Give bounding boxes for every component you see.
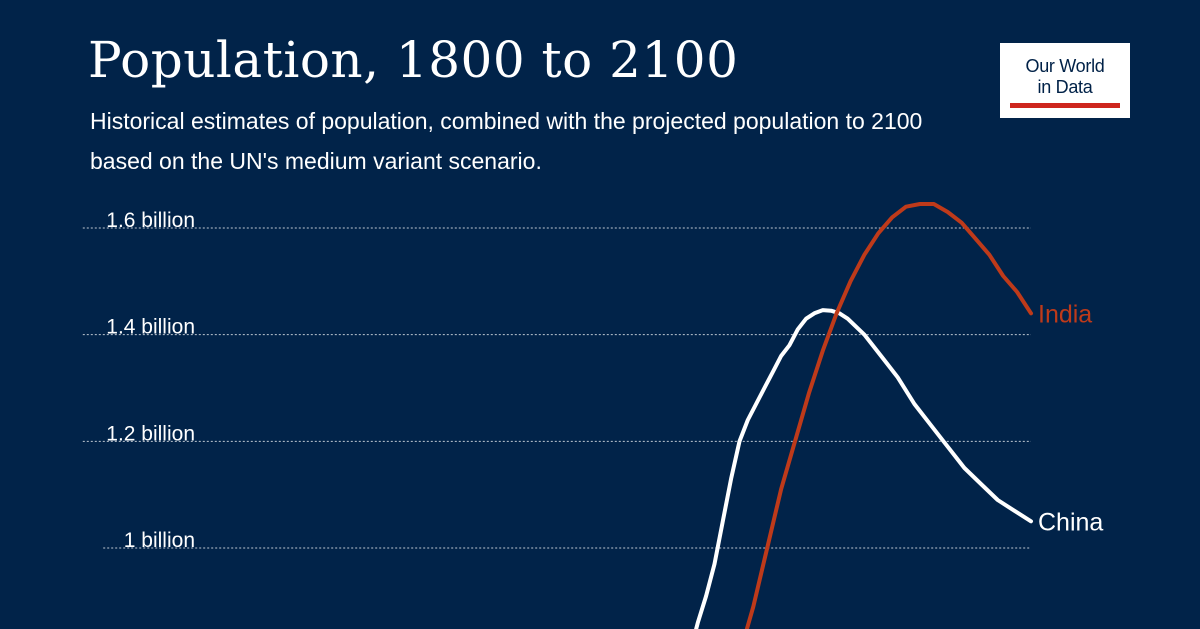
series-lines bbox=[690, 202, 1033, 629]
series-labels: China India bbox=[1038, 300, 1103, 536]
chart-title: Population, 1800 to 2100 bbox=[88, 31, 739, 89]
logo-line-2: in Data bbox=[1037, 77, 1093, 97]
y-tick-label: 1.4 billion bbox=[106, 316, 195, 339]
owid-logo[interactable]: Our World in Data bbox=[1000, 43, 1130, 118]
logo-text: Our World in Data bbox=[1000, 56, 1130, 98]
logo-underline-bar bbox=[1010, 103, 1120, 108]
y-tick-label: 1 billion bbox=[124, 529, 195, 552]
series-line-india[interactable] bbox=[740, 202, 1033, 629]
series-label-china: China bbox=[1038, 508, 1103, 536]
logo-line-1: Our World bbox=[1025, 56, 1105, 76]
chart-subtitle: Historical estimates of population, comb… bbox=[90, 108, 923, 174]
gridlines bbox=[82, 227, 1031, 549]
series-label-india: India bbox=[1038, 300, 1092, 328]
y-tick-label: 1.6 billion bbox=[106, 209, 195, 232]
y-tick-labels: 1 billion 1.2 billion 1.4 billion 1.6 billi… bbox=[106, 209, 195, 552]
series-line-china[interactable] bbox=[690, 308, 1033, 629]
y-tick-label: 1.2 billion bbox=[106, 422, 195, 445]
